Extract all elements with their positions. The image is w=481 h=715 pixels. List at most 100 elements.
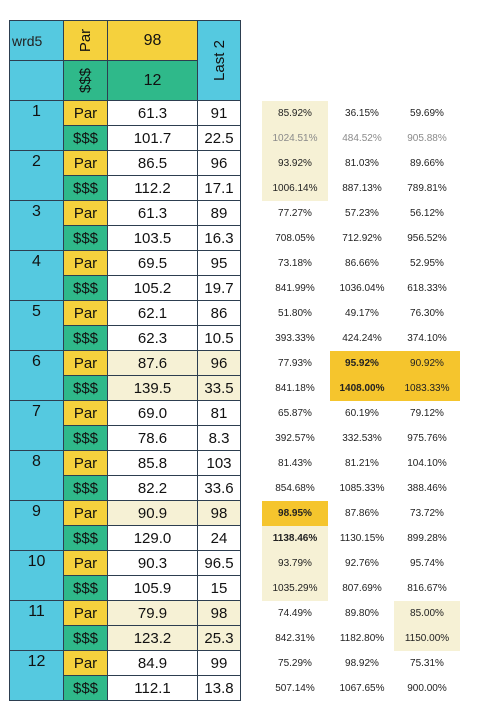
par-label: Par: [63, 200, 108, 226]
par-last: 103: [197, 450, 241, 476]
par-value: 79.9: [107, 600, 198, 626]
money-label: $$$: [63, 375, 108, 401]
percentage-cell: 79.12%: [410, 408, 444, 419]
percentage-cell: 93.79%: [262, 551, 328, 576]
percentage-cell: 1035.29%: [262, 576, 328, 601]
money-label: $$$: [63, 225, 108, 251]
percentage-cell: 899.28%: [407, 533, 447, 544]
money-last: 33.6: [197, 475, 241, 501]
money-value: 105.9: [107, 575, 198, 601]
percentage-cell: 1006.14%: [262, 176, 328, 201]
par-last: 95: [197, 250, 241, 276]
par-last: 89: [197, 200, 241, 226]
table-row: $$$ 129.0 24: [10, 525, 241, 551]
table-row: $$$ 105.2 19.7: [10, 275, 241, 301]
money-last: 22.5: [197, 125, 241, 151]
par-last: 91: [197, 100, 241, 126]
money-label: $$$: [63, 175, 108, 201]
percentage-cell: 507.14%: [275, 683, 315, 694]
money-label: $$$: [63, 525, 108, 551]
percentage-cell: 392.57%: [275, 433, 315, 444]
par-label: Par: [63, 500, 108, 526]
percentage-cell: 73.18%: [278, 258, 312, 269]
par-label: Par: [63, 600, 108, 626]
percentage-cell: 374.10%: [407, 333, 447, 344]
par-label: Par: [63, 400, 108, 426]
percentage-cell: 1083.33%: [394, 376, 460, 401]
percentage-cell: 52.95%: [410, 258, 444, 269]
percentage-cell: 905.88%: [407, 133, 447, 144]
table-row: $$$ 103.5 16.3: [10, 225, 241, 251]
table-row: $$$ 112.1 13.8: [10, 675, 241, 701]
percentage-cell: 424.24%: [342, 333, 382, 344]
header-blank-cell: [9, 60, 64, 101]
percentage-cell: 36.15%: [345, 108, 379, 119]
percentage-cell: 81.03%: [345, 158, 379, 169]
percentage-cell: 332.53%: [342, 433, 382, 444]
money-last: 17.1: [197, 175, 241, 201]
percentage-cell: 81.21%: [345, 458, 379, 469]
money-label: $$$: [63, 425, 108, 451]
table-row: $$$ 112.2 17.1: [10, 175, 241, 201]
row-number: 1: [9, 100, 64, 151]
percentage-cell: 77.93%: [278, 358, 312, 369]
percentage-cell: 956.52%: [407, 233, 447, 244]
par-value: 86.5: [107, 150, 198, 176]
percentage-cell: 842.31%: [275, 633, 315, 644]
money-value: 112.1: [107, 675, 198, 701]
row-number: 5: [9, 300, 64, 351]
table-row: $$$ 62.3 10.5: [10, 325, 241, 351]
last-header-cell: Last 2: [197, 20, 241, 101]
percentage-cell: 104.10%: [407, 458, 447, 469]
par-last: 81: [197, 400, 241, 426]
money-last: 16.3: [197, 225, 241, 251]
money-header-label: $$$: [77, 67, 94, 93]
money-value: 103.5: [107, 225, 198, 251]
row-number: 3: [9, 200, 64, 251]
percentage-cell: 1036.04%: [339, 283, 385, 294]
row-number: 7: [9, 400, 64, 451]
percentage-cell: 1138.46%: [262, 526, 328, 551]
par-label: Par: [63, 450, 108, 476]
stats-table: wrd5 Par 98 Last 2 $$$ 12 1 Par 61.3 91 $$$ 1…: [9, 20, 241, 701]
money-label: $$$: [63, 575, 108, 601]
money-label: $$$: [63, 675, 108, 701]
par-value: 61.3: [107, 100, 198, 126]
percentage-cell: 49.17%: [345, 308, 379, 319]
money-value: 101.7: [107, 125, 198, 151]
percentage-cell: 75.29%: [278, 658, 312, 669]
percentage-cell: 618.33%: [407, 283, 447, 294]
percentage-cell: 816.67%: [407, 583, 447, 594]
table-row: 5 Par 62.1 86: [9, 300, 241, 351]
row-number: 2: [9, 150, 64, 201]
money-last: 25.3: [197, 625, 241, 651]
percentage-cell: 393.33%: [275, 333, 315, 344]
table-row: 3 Par 61.3 89: [9, 200, 241, 251]
money-value: 62.3: [107, 325, 198, 351]
table-row: 4 Par 69.5 95: [9, 250, 241, 301]
percentage-cell: 86.66%: [345, 258, 379, 269]
table-name: wrd5: [9, 20, 64, 61]
par-label: Par: [63, 350, 108, 376]
par-label: Par: [63, 250, 108, 276]
par-last: 86: [197, 300, 241, 326]
money-last: 19.7: [197, 275, 241, 301]
par-last: 96.5: [197, 550, 241, 576]
percentage-cell: 1024.51%: [262, 126, 328, 151]
percentage-cell: 1408.00%: [330, 376, 394, 401]
money-last: 13.8: [197, 675, 241, 701]
row-number: 10: [9, 550, 64, 601]
money-header-value: 12: [107, 60, 198, 101]
percentage-cell: 74.49%: [278, 608, 312, 619]
money-label: $$$: [63, 125, 108, 151]
money-last: 10.5: [197, 325, 241, 351]
percentage-cell: 92.76%: [345, 558, 379, 569]
money-last: 15: [197, 575, 241, 601]
money-last: 33.5: [197, 375, 241, 401]
par-last: 98: [197, 600, 241, 626]
percentage-cell: 76.30%: [410, 308, 444, 319]
par-label: Par: [63, 150, 108, 176]
row-number: 8: [9, 450, 64, 501]
percentage-cell: 1067.65%: [339, 683, 385, 694]
percentage-cell: 712.92%: [342, 233, 382, 244]
